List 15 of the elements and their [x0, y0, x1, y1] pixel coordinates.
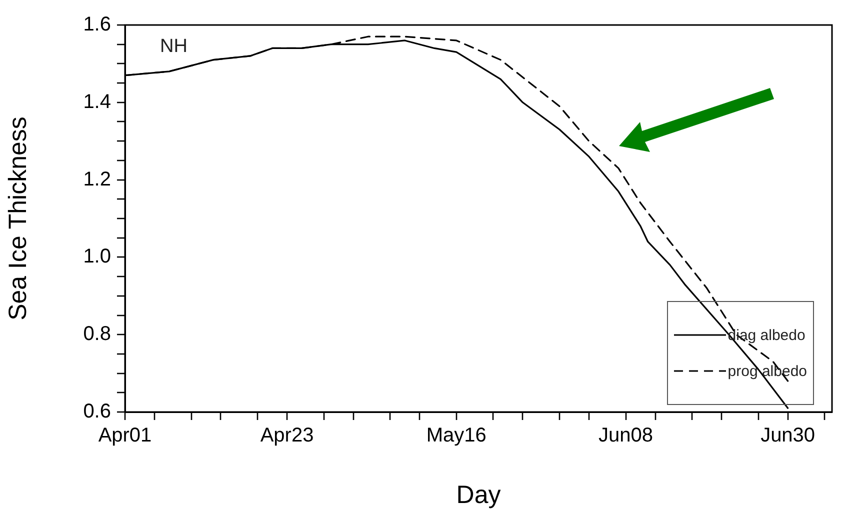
y-tick-label: 0.6 [83, 400, 111, 423]
x-tick-label: Jun30 [760, 424, 816, 447]
annotation: NH [160, 36, 188, 58]
x-axis-title: Day [456, 480, 502, 509]
x-tick-label: Apr23 [260, 424, 314, 447]
y-axis-title: Sea Ice Thickness [4, 116, 32, 320]
legend-label: prog albedo [728, 362, 807, 380]
y-tick-label: 0.8 [83, 323, 111, 346]
x-tick-label: May16 [426, 424, 486, 447]
x-tick-label: Apr01 [98, 424, 152, 447]
y-tick-label: 1.4 [83, 90, 111, 113]
x-tick-label: Jun08 [598, 424, 654, 447]
y-tick-label: 1.2 [83, 168, 111, 190]
y-tick-label: 1.6 [83, 14, 111, 36]
y-tick-label: 1.0 [83, 246, 111, 268]
